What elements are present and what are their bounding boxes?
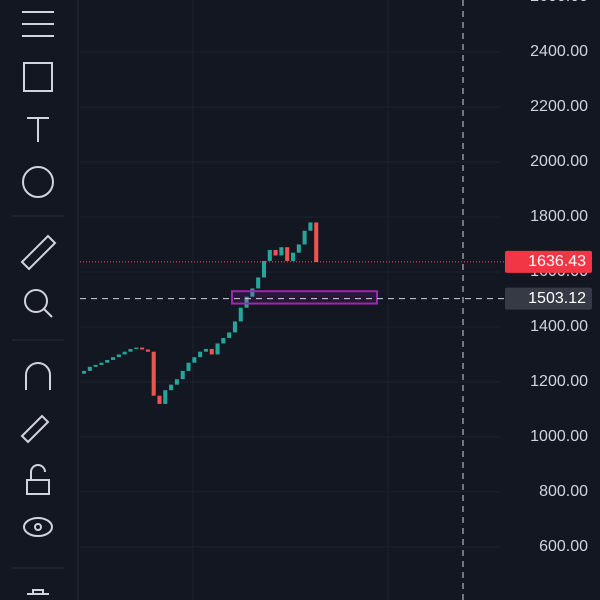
zoom-tool[interactable] bbox=[24, 289, 53, 318]
candle bbox=[105, 359, 110, 363]
y-tick-label: 1000.00 bbox=[530, 428, 588, 445]
candle bbox=[238, 307, 243, 322]
candle bbox=[87, 366, 92, 371]
candle bbox=[232, 321, 237, 333]
y-tick-label: 2200.00 bbox=[530, 98, 588, 115]
candle bbox=[279, 247, 284, 256]
ruler-tool[interactable] bbox=[20, 234, 57, 271]
candle bbox=[221, 337, 226, 344]
y-tick-label: 800.00 bbox=[539, 483, 588, 500]
candle bbox=[93, 364, 98, 367]
last-price-label: 1636.43 bbox=[528, 253, 586, 270]
marker-price-label: 1503.12 bbox=[528, 290, 586, 307]
candle bbox=[99, 362, 104, 365]
trend-tool[interactable] bbox=[22, 11, 54, 37]
candle bbox=[203, 348, 208, 352]
candle bbox=[82, 370, 87, 374]
candle bbox=[151, 351, 156, 396]
candle bbox=[209, 348, 214, 355]
y-tick-label: 1800.00 bbox=[530, 208, 588, 225]
candle bbox=[290, 252, 296, 261]
candle bbox=[192, 357, 197, 363]
candle bbox=[273, 249, 278, 256]
candle bbox=[134, 347, 139, 349]
delete-tool[interactable] bbox=[27, 589, 49, 595]
lock-draw-tool[interactable] bbox=[20, 414, 50, 444]
candle bbox=[163, 390, 168, 404]
candle bbox=[174, 379, 179, 385]
candle bbox=[261, 260, 267, 278]
candle bbox=[314, 222, 319, 263]
candle bbox=[140, 347, 145, 350]
candle bbox=[308, 222, 313, 231]
y-tick-label: 600.00 bbox=[539, 538, 588, 555]
candle bbox=[157, 395, 162, 404]
candle bbox=[128, 348, 133, 352]
candle bbox=[296, 244, 301, 253]
y-tick-label: 2600.00 bbox=[530, 0, 588, 5]
magnet-tool[interactable] bbox=[25, 362, 51, 390]
candle bbox=[186, 362, 191, 371]
visibility-tool[interactable] bbox=[23, 517, 53, 537]
candle bbox=[302, 230, 307, 245]
candle bbox=[215, 343, 220, 355]
candle bbox=[267, 249, 272, 261]
rect-tool[interactable] bbox=[23, 62, 53, 92]
candle bbox=[198, 351, 203, 358]
toolbar bbox=[12, 11, 64, 595]
candle bbox=[169, 384, 174, 391]
y-tick-label: 1200.00 bbox=[530, 373, 588, 390]
candle bbox=[122, 351, 127, 355]
y-tick-label: 2400.00 bbox=[530, 43, 588, 60]
candle bbox=[250, 288, 255, 297]
candle bbox=[145, 349, 150, 352]
candle bbox=[244, 296, 249, 308]
y-tick-label: 2000.00 bbox=[530, 153, 588, 170]
candle bbox=[227, 332, 232, 338]
lock-tool[interactable] bbox=[26, 464, 50, 495]
candle bbox=[111, 357, 116, 360]
candle bbox=[256, 277, 261, 289]
candle bbox=[285, 247, 290, 261]
zone-box bbox=[231, 290, 378, 305]
candle bbox=[180, 370, 185, 380]
emoji-tool[interactable] bbox=[22, 166, 54, 198]
marker-price-box bbox=[505, 287, 592, 310]
last-price-box bbox=[505, 250, 592, 273]
candle bbox=[116, 354, 121, 358]
y-tick-label: 1400.00 bbox=[530, 318, 588, 335]
text-tool[interactable] bbox=[27, 117, 49, 142]
